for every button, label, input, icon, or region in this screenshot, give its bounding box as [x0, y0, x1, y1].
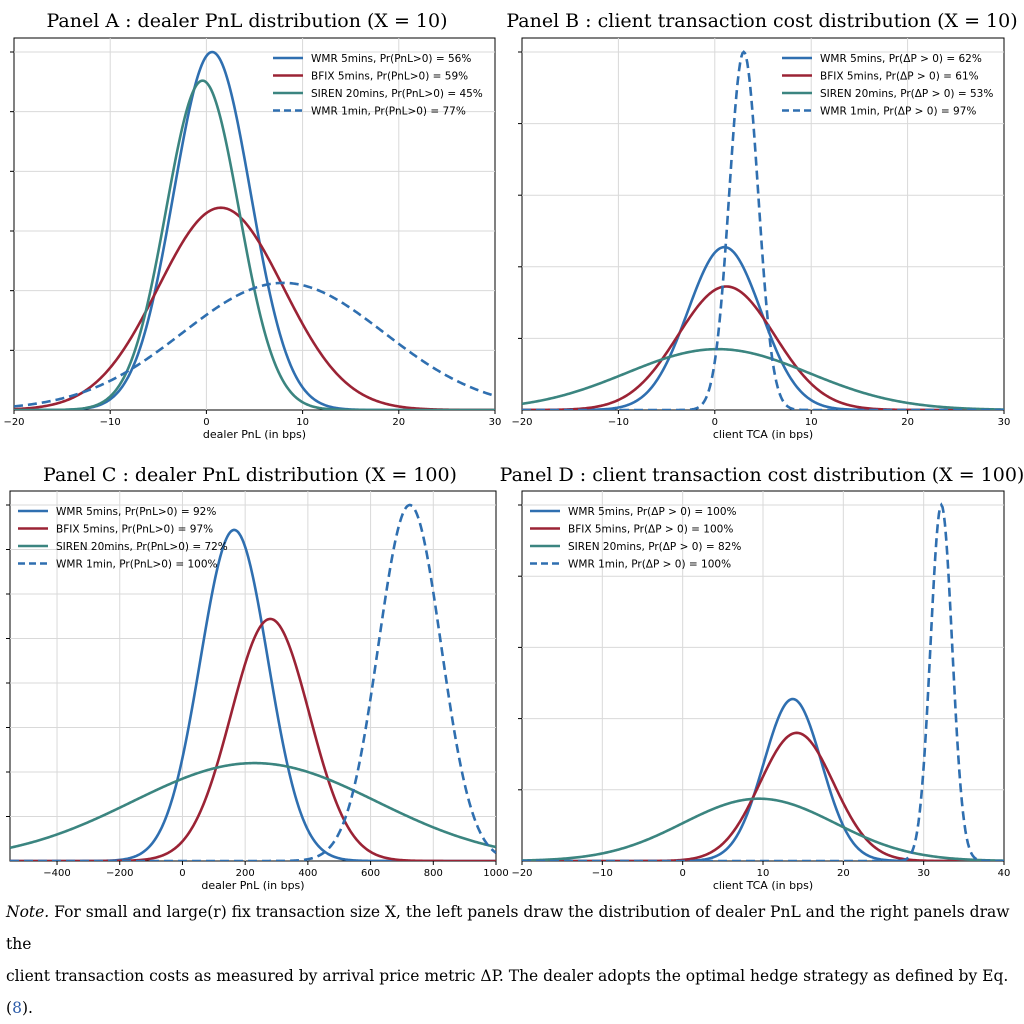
legend-label: WMR 1min, Pr(PnL>0) = 77% [311, 106, 466, 118]
x-tick-label: 600 [361, 868, 380, 879]
plot-frame [13, 37, 496, 411]
x-tick-label: −10 [592, 868, 613, 879]
x-tick-label: 0 [712, 417, 718, 428]
x-tick-label: 30 [489, 417, 502, 428]
legend-label: SIREN 20mins, Pr(ΔP > 0) = 53% [820, 88, 993, 100]
legend-label: WMR 5mins, Pr(ΔP > 0) = 100% [568, 506, 737, 518]
x-tick-label: 0 [203, 417, 209, 428]
x-tick-label: 10 [805, 417, 818, 428]
x-tick-label: −200 [106, 868, 133, 879]
series-line-2 [522, 285, 1004, 410]
series-line-2 [522, 731, 1004, 861]
x-tick-label: 200 [236, 868, 255, 879]
x-tick-label: −400 [43, 868, 70, 879]
panel-title: Panel C : dealer PnL distribution (X = 1… [43, 464, 457, 486]
series-line-3 [14, 79, 495, 410]
series-line-3 [522, 347, 1004, 410]
panel-d: Panel D : client transaction cost distri… [500, 464, 1024, 892]
x-tick-label: −10 [608, 417, 629, 428]
note-text-2b: ). [21, 999, 33, 1017]
panel-title: Panel D : client transaction cost distri… [500, 464, 1024, 486]
x-tick-label: 20 [901, 417, 914, 428]
legend-label: WMR 1min, Pr(ΔP > 0) = 100% [568, 559, 731, 571]
legend-label: BFIX 5mins, Pr(PnL>0) = 97% [56, 524, 213, 536]
series-line-4 [14, 281, 495, 408]
figure-note: Note. For small and large(r) fix transac… [6, 896, 1018, 1024]
note-text-2a: client transaction costs as measured by … [6, 967, 1009, 1017]
plot-frame [9, 490, 497, 862]
x-tick-label: 800 [424, 868, 443, 879]
x-tick-label: 10 [757, 868, 770, 879]
panel-c: Panel C : dealer PnL distribution (X = 1… [6, 464, 509, 892]
x-axis-label: dealer PnL (in bps) [203, 428, 306, 441]
panel-b: Panel B : client transaction cost distri… [506, 10, 1017, 441]
figure: Panel A : dealer PnL distribution (X = 1… [3, 10, 1024, 892]
panel-title: Panel B : client transaction cost distri… [506, 10, 1017, 32]
legend-label: WMR 5mins, Pr(PnL>0) = 92% [56, 506, 216, 518]
series-line-2 [14, 206, 495, 410]
series-line-4 [522, 502, 1004, 861]
equation-reference-link[interactable]: 8 [12, 999, 22, 1017]
series-line-4 [522, 50, 1004, 410]
x-tick-label: −10 [100, 417, 121, 428]
note-line-1: Note. For small and large(r) fix transac… [6, 896, 1018, 960]
x-tick-label: −20 [511, 868, 532, 879]
x-tick-label: 20 [392, 417, 405, 428]
note-text-1: For small and large(r) fix transaction s… [6, 903, 1010, 953]
series-line-2 [10, 617, 496, 861]
x-tick-label: 20 [837, 868, 850, 879]
legend-label: WMR 5mins, Pr(ΔP > 0) = 62% [820, 53, 982, 65]
x-tick-label: 400 [298, 868, 317, 879]
legend-label: SIREN 20mins, Pr(PnL>0) = 72% [56, 541, 228, 553]
legend-label: BFIX 5mins, Pr(ΔP > 0) = 100% [568, 524, 733, 536]
panel-a: Panel A : dealer PnL distribution (X = 1… [3, 10, 501, 441]
legend-label: SIREN 20mins, Pr(PnL>0) = 45% [311, 88, 483, 100]
note-line-2: client transaction costs as measured by … [6, 960, 1018, 1024]
series-line-3 [10, 761, 496, 850]
x-tick-label: −20 [511, 417, 532, 428]
series-line-3 [522, 797, 1004, 861]
legend-label: BFIX 5mins, Pr(ΔP > 0) = 61% [820, 71, 979, 83]
x-tick-label: 1000 [483, 868, 508, 879]
x-tick-label: 40 [998, 868, 1011, 879]
legend-label: SIREN 20mins, Pr(ΔP > 0) = 82% [568, 541, 741, 553]
legend-label: WMR 1min, Pr(PnL>0) = 100% [56, 559, 218, 571]
legend-label: BFIX 5mins, Pr(PnL>0) = 59% [311, 71, 468, 83]
plot-frame [521, 37, 1005, 411]
x-axis-label: client TCA (in bps) [713, 428, 813, 441]
legend-label: WMR 1min, Pr(ΔP > 0) = 97% [820, 106, 976, 118]
panel-title: Panel A : dealer PnL distribution (X = 1… [46, 10, 447, 32]
x-tick-label: 30 [998, 417, 1011, 428]
x-tick-label: −20 [3, 417, 24, 428]
legend-label: WMR 5mins, Pr(PnL>0) = 56% [311, 53, 471, 65]
x-tick-label: 30 [917, 868, 930, 879]
x-axis-label: dealer PnL (in bps) [201, 879, 304, 892]
note-prefix: Note. [6, 903, 50, 921]
x-tick-label: 0 [679, 868, 685, 879]
x-tick-label: 0 [179, 868, 185, 879]
x-axis-label: client TCA (in bps) [713, 879, 813, 892]
x-tick-label: 10 [296, 417, 309, 428]
